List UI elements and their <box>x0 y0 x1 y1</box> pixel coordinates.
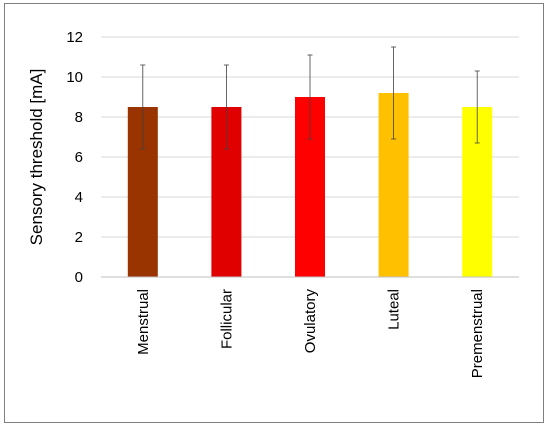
y-tick-labels: 0 2 4 6 8 10 12 <box>66 29 83 286</box>
x-tick-label: Luteal <box>386 289 403 330</box>
y-tick-label: 6 <box>75 149 83 166</box>
y-tick-label: 8 <box>75 109 83 126</box>
y-axis-title: Sensory threshold [mA] <box>27 69 46 246</box>
y-tick-label: 4 <box>75 189 83 206</box>
x-tick-labels: Menstrual Follicular Ovulatory Luteal Premen… <box>135 289 486 379</box>
y-tick-label: 2 <box>75 229 83 246</box>
y-tick-label: 0 <box>75 269 83 286</box>
x-tick-label: Premenstrual <box>469 289 486 378</box>
x-tick-label: Ovulatory <box>302 289 319 354</box>
x-tick-label: Follicular <box>218 289 235 349</box>
error-bar-follicular <box>223 64 229 150</box>
error-bar-luteal <box>391 46 397 140</box>
error-bar-menstrual <box>140 64 146 150</box>
y-tick-label: 10 <box>66 69 83 86</box>
error-bar-ovulatory <box>307 54 313 140</box>
chart-frame <box>4 3 544 423</box>
error-bar-premenstrual <box>474 70 480 144</box>
x-tick-label: Menstrual <box>135 289 152 355</box>
error-bars <box>140 46 480 150</box>
y-tick-label: 12 <box>66 29 83 46</box>
